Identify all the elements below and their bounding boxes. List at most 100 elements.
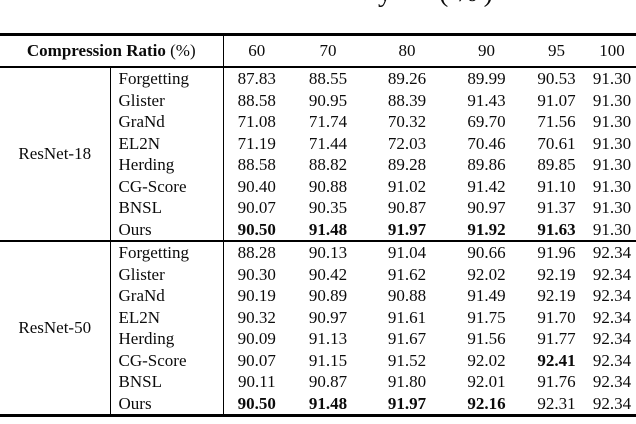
- value-cell: 90.19: [237, 286, 276, 305]
- value-cell: 91.75: [467, 307, 506, 327]
- method-label: BNSL: [110, 197, 224, 219]
- value-cell: 92.02: [467, 264, 506, 284]
- method-label: EL2N: [110, 306, 224, 328]
- value-cell: 92.02: [467, 350, 506, 370]
- value-cell: 88.82: [308, 155, 348, 174]
- value-cell: 90.42: [308, 264, 348, 284]
- value-cell: 91.92: [467, 219, 506, 239]
- value-cell: 90.07: [237, 350, 276, 370]
- ratio-header: 70: [290, 34, 367, 68]
- table-row: EL2N 71.19 71.44 72.03 70.46 70.61 91.30: [0, 132, 636, 154]
- header-title-suffix: (%): [165, 41, 196, 60]
- value-cell: 90.95: [308, 90, 348, 110]
- model-label: ResNet-50: [0, 240, 111, 416]
- value-cell: 90.53: [537, 69, 576, 88]
- value-cell: 90.97: [467, 198, 506, 217]
- value-cell: 89.99: [467, 69, 506, 88]
- value-cell: 91.70: [537, 307, 576, 327]
- method-label: Herding: [110, 154, 224, 176]
- value-cell: 71.74: [308, 112, 348, 131]
- method-label: EL2N: [110, 132, 224, 154]
- ratio-header: 90: [448, 34, 526, 68]
- header-title-bold: Compression Ratio: [26, 41, 166, 60]
- value-cell: 89.86: [467, 155, 506, 174]
- table-row: Herding 88.58 88.82 89.28 89.86 89.85 91…: [0, 154, 636, 176]
- value-cell: 91.30: [592, 219, 632, 239]
- value-cell: 91.48: [308, 219, 348, 239]
- value-cell: 91.37: [537, 198, 576, 217]
- value-cell: 92.34: [592, 350, 632, 370]
- value-cell: 91.30: [592, 176, 632, 196]
- value-cell: 92.34: [592, 372, 632, 391]
- table-row: CG-Score 90.07 91.15 91.52 92.02 92.41 9…: [0, 349, 636, 371]
- value-cell: 92.34: [592, 264, 632, 284]
- value-cell: 92.41: [537, 350, 576, 370]
- value-cell: 88.28: [223, 240, 291, 264]
- value-cell: 88.58: [237, 155, 276, 174]
- value-cell: 91.04: [366, 240, 449, 264]
- value-cell: 92.19: [537, 286, 576, 305]
- model-label: ResNet-18: [0, 67, 111, 241]
- value-cell: 91.07: [537, 90, 576, 110]
- header-compression-ratio: Compression Ratio (%): [0, 34, 224, 68]
- value-cell: 90.40: [237, 176, 276, 196]
- table-row: Herding 90.09 91.13 91.67 91.56 91.77 92…: [0, 328, 636, 350]
- value-cell: 90.50: [237, 393, 276, 413]
- value-cell: 70.46: [467, 133, 506, 153]
- value-cell: 91.30: [592, 198, 632, 217]
- value-cell: 91.56: [467, 329, 506, 348]
- value-cell: 91.61: [387, 307, 427, 327]
- caption-fragment-text: y (%): [378, 0, 538, 7]
- value-cell: 71.19: [237, 133, 276, 153]
- value-cell: 90.30: [237, 264, 276, 284]
- value-cell: 69.70: [467, 112, 506, 131]
- value-cell: 91.63: [537, 219, 576, 239]
- value-cell: 91.43: [467, 90, 506, 110]
- value-cell: 90.87: [308, 372, 348, 391]
- value-cell: 90.89: [308, 286, 348, 305]
- table-row: BNSL 90.11 90.87 91.80 92.01 91.76 92.34: [0, 371, 636, 393]
- value-cell: 91.77: [537, 329, 576, 348]
- value-cell: 91.30: [592, 112, 632, 131]
- ratio-header: 60: [223, 34, 291, 68]
- value-cell: 91.02: [387, 176, 427, 196]
- value-cell: 90.09: [237, 329, 276, 348]
- value-cell: 91.67: [387, 329, 427, 348]
- value-cell: 92.34: [592, 329, 632, 348]
- value-cell: 90.87: [387, 198, 427, 217]
- table-row: EL2N 90.32 90.97 91.61 91.75 91.70 92.34: [0, 306, 636, 328]
- value-cell: 90.07: [237, 198, 276, 217]
- value-cell: 90.35: [308, 198, 348, 217]
- method-label: Ours: [110, 218, 224, 241]
- ratio-header: 95: [525, 34, 589, 68]
- value-cell: 91.13: [308, 329, 348, 348]
- value-cell: 91.76: [537, 372, 576, 391]
- value-cell: 92.34: [592, 286, 632, 305]
- value-cell: 91.30: [592, 69, 632, 88]
- value-cell: 92.16: [467, 393, 506, 413]
- table-row: Glister 90.30 90.42 91.62 92.02 92.19 92…: [0, 263, 636, 285]
- table-row: GraNd 71.08 71.74 70.32 69.70 71.56 91.3…: [0, 111, 636, 133]
- value-cell: 91.48: [308, 393, 348, 413]
- value-cell: 71.08: [237, 112, 276, 131]
- table-row: Ours 90.50 91.48 91.97 92.16 92.31 92.34: [0, 392, 636, 416]
- table-row: ResNet-50 Forgetting 88.28 90.13 91.04 9…: [0, 240, 636, 416]
- caption-fragment: y (%): [378, 0, 538, 7]
- value-cell: 89.28: [387, 155, 427, 174]
- value-cell: 91.97: [387, 219, 427, 239]
- value-cell: 90.13: [290, 240, 367, 264]
- table-row: BNSL 90.07 90.35 90.87 90.97 91.37 91.30: [0, 197, 636, 219]
- method-label: Glister: [110, 89, 224, 111]
- table-row: ResNet-18 Forgetting 87.83 88.55 89.26 8…: [0, 67, 636, 241]
- method-label: BNSL: [110, 371, 224, 393]
- ratio-header: 80: [366, 34, 449, 68]
- value-cell: 91.30: [592, 133, 632, 153]
- value-cell: 91.97: [387, 393, 427, 413]
- value-cell: 92.34: [588, 240, 636, 264]
- value-cell: 90.11: [237, 372, 276, 391]
- value-cell: 91.96: [525, 240, 589, 264]
- value-cell: 88.55: [308, 69, 348, 88]
- method-label: Herding: [110, 328, 224, 350]
- value-cell: 90.66: [448, 240, 526, 264]
- value-cell: 90.88: [387, 286, 427, 305]
